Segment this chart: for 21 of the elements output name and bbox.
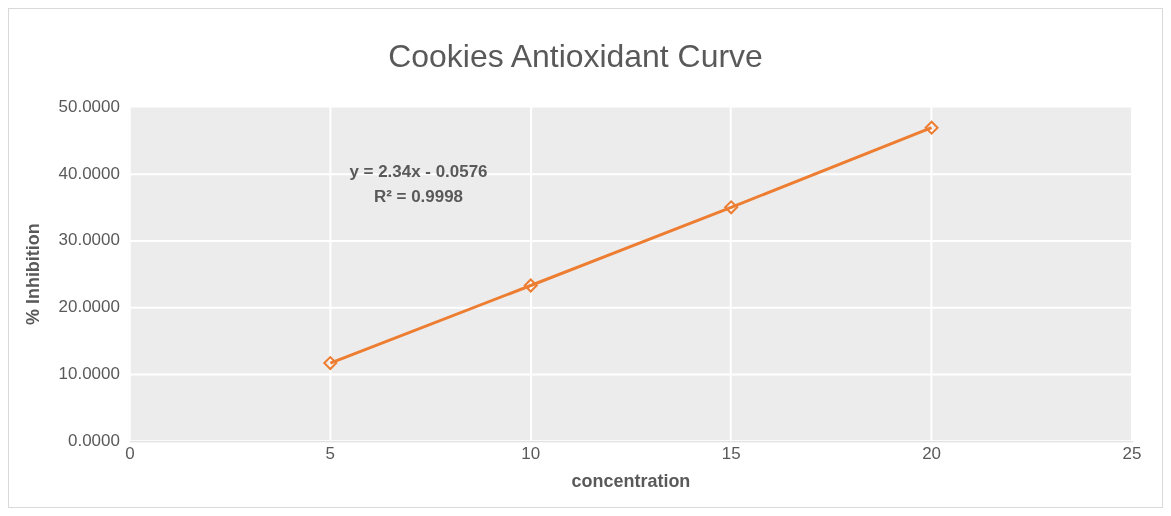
point: [924, 120, 939, 135]
x-tick-label: 0: [125, 444, 135, 464]
y-tick-label: 20.0000: [58, 297, 120, 317]
y-tick-label: 10.0000: [58, 364, 120, 384]
y-tick-label: 30.0000: [58, 230, 120, 250]
x-tick-label: 25: [1122, 444, 1142, 464]
annotation: y = 2.34x - 0.0576: [349, 162, 488, 182]
x-tick-label: 10: [521, 444, 541, 464]
x-tick-label: 15: [721, 444, 741, 464]
point: [523, 278, 538, 293]
point: [323, 356, 338, 371]
x-tick-label: 5: [325, 444, 335, 464]
y-tick-label: 50.0000: [58, 96, 120, 116]
y-tick-label: 40.0000: [58, 163, 120, 183]
x-axis-title: concentration: [571, 471, 691, 492]
y-axis-title: % Inhibition: [22, 223, 43, 325]
chart-title: Cookies Antioxidant Curve: [388, 37, 763, 74]
annotation: R² = 0.9998: [373, 187, 464, 207]
point: [724, 200, 739, 215]
x-tick-label: 20: [922, 444, 942, 464]
y-tick-label: 0.0000: [67, 430, 120, 450]
